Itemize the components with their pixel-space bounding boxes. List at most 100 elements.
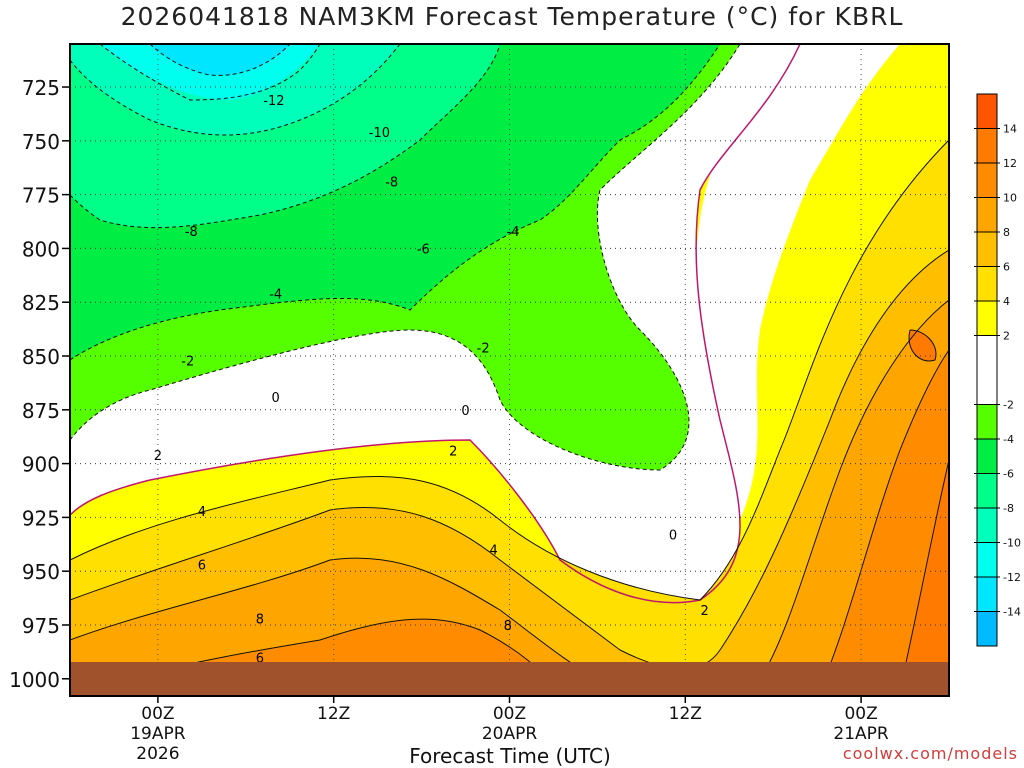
colorbar-label: -8	[1003, 502, 1014, 515]
x-tick-label: 19APR	[130, 724, 186, 744]
contour-label: 0	[461, 404, 469, 419]
band-10-12	[70, 350, 949, 696]
contour-line	[99, 44, 321, 101]
contour-label: -10	[369, 126, 390, 141]
x-tick-label: 12Z	[317, 704, 350, 724]
colorbar-label: 8	[1003, 226, 1010, 239]
contour-line	[70, 139, 949, 601]
contour-label: -4	[507, 225, 520, 240]
contour-label: 0	[272, 391, 280, 406]
colorbar-swatch	[977, 232, 997, 267]
grid-lines	[70, 44, 949, 696]
colorbar-swatch	[977, 473, 997, 508]
chart-title: 2026041818 NAM3KM Forecast Temperature (…	[120, 2, 904, 31]
band-white-near-zero	[70, 44, 800, 603]
contour-line	[70, 44, 501, 229]
colorbar-label: 6	[1003, 261, 1010, 274]
contour-label: 2	[449, 445, 457, 460]
contour-label: 4	[198, 505, 206, 520]
colorbar-swatch	[977, 301, 997, 336]
contour-label: 6	[198, 559, 206, 574]
contour-label: -8	[385, 176, 398, 191]
colorbar-label: -14	[1003, 606, 1021, 619]
colorbar-swatch	[977, 542, 997, 577]
contour-line	[70, 44, 721, 361]
colorbar: 14 12 10 8 6 4 2 -2 -4 -6 -8 -10 -12 -14	[974, 93, 1021, 647]
band-12-14	[900, 330, 949, 696]
contour-label: -6	[417, 242, 430, 257]
colorbar-swatch	[977, 508, 997, 543]
contour-line	[70, 44, 741, 471]
credit-link[interactable]: coolwx.com/models	[842, 744, 1018, 763]
contour-label: -12	[263, 94, 284, 109]
colorbar-swatch	[977, 335, 997, 405]
x-tick-label: 00Z	[141, 704, 174, 724]
x-tick-label: 00Z	[844, 704, 877, 724]
colorbar-swatch	[977, 611, 997, 646]
contour-label: 2	[700, 604, 708, 619]
x-tick-label: 20APR	[482, 724, 538, 744]
contour-label: -4	[269, 288, 282, 303]
y-tick-label: 800	[22, 237, 60, 261]
contour-label: -8	[185, 225, 198, 240]
x-axis-title: Forecast Time (UTC)	[409, 744, 611, 768]
contour-label: 8	[504, 619, 512, 634]
colorbar-swatch	[977, 94, 997, 129]
contour-label: 8	[256, 613, 264, 628]
contour-label: -2	[181, 354, 194, 369]
contour-lines	[70, 44, 949, 691]
y-tick-label: 875	[22, 399, 60, 423]
band-8-10	[70, 300, 949, 696]
y-tick-label: 975	[22, 614, 60, 638]
x-tick-label: 12Z	[669, 704, 702, 724]
colorbar-label: -6	[1003, 468, 1014, 481]
y-tick-label: 825	[22, 291, 60, 315]
contour-line	[70, 44, 401, 136]
colorbar-swatch	[977, 163, 997, 198]
colorbar-label: -12	[1003, 571, 1021, 584]
colorbar-label: 2	[1003, 330, 1010, 343]
y-tick-label: 1000	[9, 668, 60, 692]
colorbar-swatch	[977, 266, 997, 301]
contour-line	[119, 349, 949, 691]
y-axis: 725 750 775 800 825 850 875 900 925 950 975 1000	[9, 76, 70, 692]
colorbar-label: 10	[1003, 192, 1017, 205]
contour-line	[70, 249, 949, 670]
colorbar-frame	[976, 93, 998, 647]
y-tick-label: 775	[22, 184, 60, 208]
contour-label: 2	[154, 449, 162, 464]
colorbar-label: 12	[1003, 157, 1017, 170]
contour-line	[70, 299, 949, 681]
plot-area: -12 -10 -8 -8 -6 -4 -4 -2 -2 0 0 0 2 2 2 4 4 6 6 8 8	[70, 44, 949, 696]
contour-label: -2	[477, 341, 490, 356]
colorbar-swatch	[977, 128, 997, 163]
contour-line	[70, 44, 801, 604]
colorbar-swatch	[977, 577, 997, 612]
contour-label: 0	[669, 529, 677, 544]
y-tick-label: 750	[22, 130, 60, 154]
contour-labels: -12 -10 -8 -8 -6 -4 -4 -2 -2 0 0 0 2 2 2 4 4 6 6 8 8	[154, 94, 709, 666]
y-tick-label: 925	[22, 506, 60, 530]
colorbar-swatch	[977, 404, 997, 439]
contour-label: 6	[256, 651, 264, 666]
x-tick-label: 00Z	[493, 704, 526, 724]
colorbar-swatch	[977, 197, 997, 232]
y-tick-label: 900	[22, 453, 60, 477]
contour-line	[899, 329, 949, 691]
y-tick-label: 725	[22, 76, 60, 100]
colorbar-label: 14	[1003, 123, 1017, 136]
colorbar-label: -10	[1003, 537, 1021, 550]
contour-label: 4	[490, 544, 498, 559]
colorbar-swatch	[977, 439, 997, 474]
x-tick-label: 2026	[136, 744, 179, 764]
x-tick-label: 21APR	[833, 724, 889, 744]
colorbar-label: -2	[1003, 399, 1014, 412]
band-white-right	[670, 44, 900, 684]
ground-terrain	[70, 662, 949, 696]
y-tick-label: 950	[22, 560, 60, 584]
colorbar-label: 4	[1003, 295, 1010, 308]
y-tick-label: 850	[22, 345, 60, 369]
colorbar-label: -4	[1003, 433, 1014, 446]
